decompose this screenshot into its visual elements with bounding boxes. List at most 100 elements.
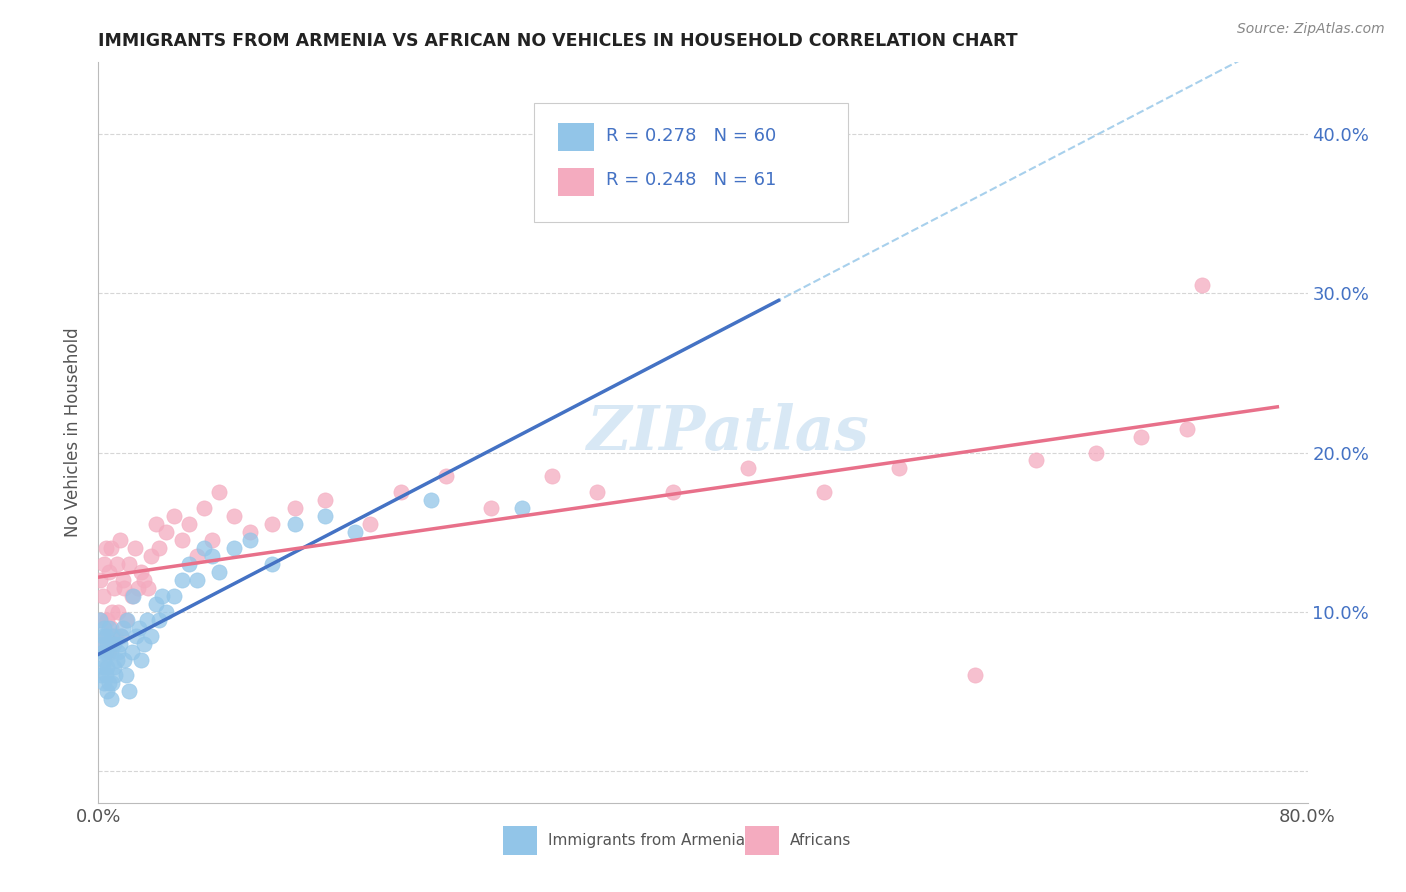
Point xyxy=(108,533,131,547)
Point xyxy=(98,644,121,658)
Point xyxy=(93,676,115,690)
Point xyxy=(420,493,443,508)
Text: Source: ZipAtlas.com: Source: ZipAtlas.com xyxy=(1237,22,1385,37)
FancyBboxPatch shape xyxy=(558,123,595,152)
Point xyxy=(105,557,128,571)
Point xyxy=(129,652,152,666)
Point xyxy=(93,652,115,666)
Point xyxy=(100,692,122,706)
Point xyxy=(510,501,533,516)
Point xyxy=(179,517,201,532)
Point xyxy=(104,668,127,682)
Text: R = 0.278   N = 60: R = 0.278 N = 60 xyxy=(606,127,776,145)
Point xyxy=(224,541,246,555)
Point xyxy=(434,469,457,483)
Point xyxy=(91,660,114,674)
Point xyxy=(170,533,193,547)
Point xyxy=(132,637,155,651)
Point xyxy=(239,525,262,540)
Point xyxy=(111,621,134,635)
Point xyxy=(208,565,231,579)
Point xyxy=(1130,429,1153,443)
Text: IMMIGRANTS FROM ARMENIA VS AFRICAN NO VEHICLES IN HOUSEHOLD CORRELATION CHART: IMMIGRANTS FROM ARMENIA VS AFRICAN NO VE… xyxy=(98,32,1018,50)
Point xyxy=(107,644,129,658)
Point xyxy=(314,493,336,508)
Point xyxy=(1024,453,1046,467)
Point xyxy=(91,644,114,658)
Point xyxy=(224,509,246,524)
Point xyxy=(1175,422,1198,436)
Point xyxy=(114,613,136,627)
Point xyxy=(148,541,170,555)
Point xyxy=(239,533,262,547)
Point xyxy=(813,485,835,500)
Point xyxy=(150,589,173,603)
Point xyxy=(101,676,124,690)
Point xyxy=(1191,278,1213,293)
Point xyxy=(96,637,118,651)
Point xyxy=(115,613,138,627)
Point xyxy=(125,629,148,643)
Point xyxy=(284,517,307,532)
Point xyxy=(389,485,412,500)
Point xyxy=(101,605,124,619)
Point xyxy=(94,541,117,555)
Point xyxy=(98,621,121,635)
Point xyxy=(136,581,159,595)
Point xyxy=(94,644,117,658)
Point xyxy=(90,613,112,627)
Point xyxy=(118,684,141,698)
Point xyxy=(94,668,117,682)
Point xyxy=(124,541,146,555)
Point xyxy=(155,605,177,619)
Point xyxy=(93,637,115,651)
Point xyxy=(208,485,231,500)
Point xyxy=(100,621,122,635)
Point xyxy=(118,557,141,571)
Point xyxy=(193,541,215,555)
Point xyxy=(93,557,115,571)
Point xyxy=(155,525,177,540)
Point xyxy=(128,621,150,635)
Point xyxy=(1085,445,1108,459)
Point xyxy=(344,525,367,540)
Point xyxy=(127,581,149,595)
Point xyxy=(193,501,215,516)
FancyBboxPatch shape xyxy=(534,103,848,221)
FancyBboxPatch shape xyxy=(558,168,595,195)
Point xyxy=(145,517,167,532)
Point xyxy=(98,565,121,579)
Point xyxy=(186,549,208,563)
Point xyxy=(90,637,112,651)
Point xyxy=(89,613,111,627)
Point xyxy=(661,485,683,500)
Point xyxy=(121,589,143,603)
Point xyxy=(104,629,127,643)
Point xyxy=(110,629,132,643)
Point xyxy=(170,573,193,587)
Point xyxy=(262,557,284,571)
Point xyxy=(284,501,307,516)
Point xyxy=(141,629,163,643)
Point xyxy=(112,652,135,666)
Text: ZIPatlas: ZIPatlas xyxy=(586,402,869,463)
Point xyxy=(737,461,759,475)
Point xyxy=(100,541,122,555)
Point xyxy=(112,581,135,595)
Point xyxy=(179,557,201,571)
Point xyxy=(586,485,609,500)
Point xyxy=(201,533,224,547)
Point xyxy=(132,573,155,587)
Point xyxy=(98,676,121,690)
Point xyxy=(360,517,382,532)
Point xyxy=(114,668,136,682)
Point xyxy=(129,565,152,579)
Point xyxy=(96,613,118,627)
Point xyxy=(96,684,118,698)
Point xyxy=(148,613,170,627)
Point xyxy=(94,629,117,643)
Point xyxy=(889,461,911,475)
Point xyxy=(122,589,145,603)
Point xyxy=(90,668,112,682)
Point xyxy=(96,660,118,674)
